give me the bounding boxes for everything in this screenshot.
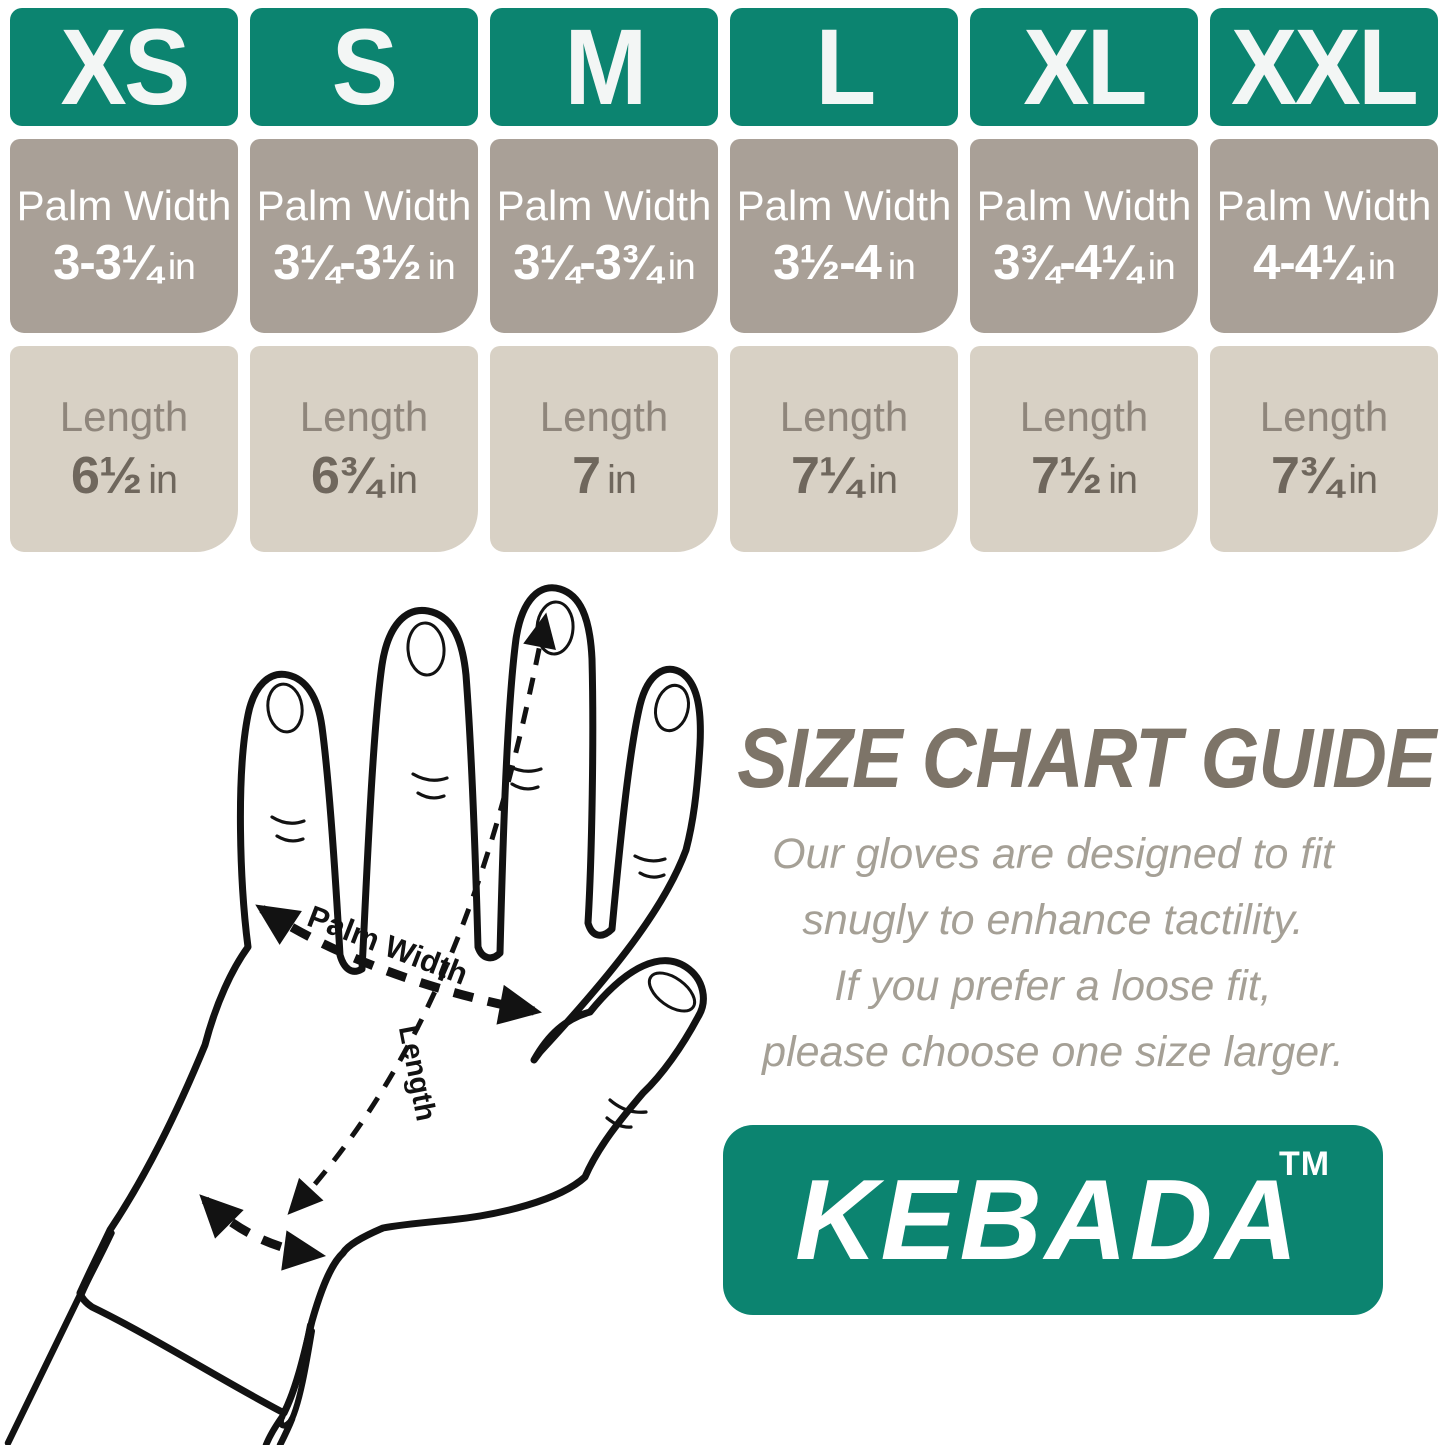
- palm-width-label: Palm Width: [256, 181, 472, 229]
- guide-text-line: If you prefer a loose fit,: [834, 962, 1272, 1010]
- length-value: 6¾ in: [310, 447, 418, 505]
- size-header-l: L: [730, 8, 958, 126]
- unit-label: in: [388, 458, 418, 502]
- sleeve-right-edge: [262, 1413, 296, 1445]
- length-cell-s: Length 6¾ in: [250, 346, 478, 552]
- palm-width-cell-m: Palm Width 3¼-3¾ in: [490, 139, 718, 333]
- length-label: Length: [779, 393, 909, 440]
- hand-outline: [76, 584, 707, 1417]
- palm-width-cell-xl: Palm Width 3¾-4¼ in: [970, 139, 1198, 333]
- length-value: 7¼ in: [790, 447, 898, 505]
- length-label: Length: [539, 393, 669, 440]
- brand-name: KEBADA: [795, 1156, 1301, 1284]
- unit-label: in: [148, 458, 178, 502]
- size-label: XL: [1023, 6, 1147, 127]
- palm-width-label: Palm Width: [496, 181, 712, 229]
- unit-label: in: [887, 244, 916, 287]
- palm-width-label: Palm Width: [16, 181, 232, 229]
- size-label: L: [815, 6, 876, 127]
- unit-label: in: [1108, 458, 1138, 502]
- palm-width-label: Palm Width: [976, 181, 1192, 229]
- unit-label: in: [607, 458, 637, 502]
- unit-label: in: [1367, 244, 1396, 287]
- size-column-xxl: XXL Palm Width 4-4¼ in Length 7¾ in: [1210, 8, 1438, 552]
- length-value: 7½ in: [1030, 447, 1138, 505]
- size-column-xs: XS Palm Width 3-3¼ in Length 6½ in: [10, 8, 238, 552]
- size-label: XXL: [1231, 6, 1420, 127]
- length-value: 7 in: [572, 447, 637, 505]
- wrist-fold-left: [78, 1230, 115, 1300]
- palm-width-label: Palm Width: [736, 181, 952, 229]
- size-label: M: [563, 6, 647, 127]
- palm-width-value: 3¼-3½ in: [273, 235, 456, 290]
- palm-width-label: Palm Width: [1216, 181, 1432, 229]
- length-cell-xxl: Length 7¾ in: [1210, 346, 1438, 552]
- size-column-l: L Palm Width 3½-4 in Length 7¼ in: [730, 8, 958, 552]
- size-table: XS Palm Width 3-3¼ in Length 6½ in S Palm …: [10, 8, 1438, 552]
- unit-label: in: [667, 244, 696, 287]
- palm-width-cell-xs: Palm Width 3-3¼ in: [10, 139, 238, 333]
- palm-width-cell-xxl: Palm Width 4-4¼ in: [1210, 139, 1438, 333]
- size-label: S: [332, 6, 398, 127]
- palm-width-value: 3¼-3¾ in: [513, 235, 696, 290]
- sleeve-left-edge: [4, 1291, 84, 1445]
- size-header-xs: XS: [10, 8, 238, 126]
- unit-label: in: [1147, 244, 1176, 287]
- palm-width-cell-l: Palm Width 3½-4 in: [730, 139, 958, 333]
- guide-text-line: snugly to enhance tactility.: [802, 896, 1304, 944]
- size-column-s: S Palm Width 3¼-3½ in Length 6¾ in: [250, 8, 478, 552]
- cuff-fold-loop: [278, 1322, 315, 1429]
- unit-label: in: [167, 244, 196, 287]
- length-cell-m: Length 7 in: [490, 346, 718, 552]
- length-label: Length: [1259, 393, 1389, 440]
- palm-width-value: 4-4¼ in: [1253, 235, 1396, 290]
- length-value: 6½ in: [70, 447, 178, 505]
- trademark-symbol: TM: [1279, 1145, 1331, 1183]
- size-header-m: M: [490, 8, 718, 126]
- unit-label: in: [427, 244, 456, 287]
- size-header-xxl: XXL: [1210, 8, 1438, 126]
- palm-width-value: 3-3¼ in: [53, 235, 196, 290]
- size-column-xl: XL Palm Width 3¾-4¼ in Length 7½ in: [970, 8, 1198, 552]
- length-value: 7¾ in: [1270, 447, 1378, 505]
- unit-label: in: [868, 458, 898, 502]
- length-cell-l: Length 7¼ in: [730, 346, 958, 552]
- length-cell-xs: Length 6½ in: [10, 346, 238, 552]
- length-label: Length: [1019, 393, 1149, 440]
- wrist-measure-line: [199, 1194, 327, 1271]
- palm-width-value: 3½-4 in: [773, 235, 916, 290]
- palm-width-value: 3¾-4¼ in: [993, 235, 1176, 290]
- size-column-m: M Palm Width 3¼-3¾ in Length 7 in: [490, 8, 718, 552]
- size-label: XS: [60, 6, 190, 127]
- length-label: Length: [299, 393, 429, 440]
- guide-text-line: please choose one size larger.: [762, 1028, 1344, 1076]
- palm-width-measure-line: [255, 904, 542, 1025]
- size-header-xl: XL: [970, 8, 1198, 126]
- brand-logo: KEBADA TM: [723, 1125, 1383, 1315]
- guide-text-line: Our gloves are designed to fit: [772, 830, 1334, 878]
- palm-width-cell-s: Palm Width 3¼-3½ in: [250, 139, 478, 333]
- guide-text: Our gloves are designed to fit snugly to…: [703, 821, 1403, 1085]
- guide-title: SIZE CHART GUIDE: [737, 711, 1436, 805]
- hand-measurement-diagram: Palm Width Length: [4, 584, 707, 1445]
- unit-label: in: [1348, 458, 1378, 502]
- length-label: Length: [59, 393, 189, 440]
- size-header-s: S: [250, 8, 478, 126]
- length-cell-xl: Length 7½ in: [970, 346, 1198, 552]
